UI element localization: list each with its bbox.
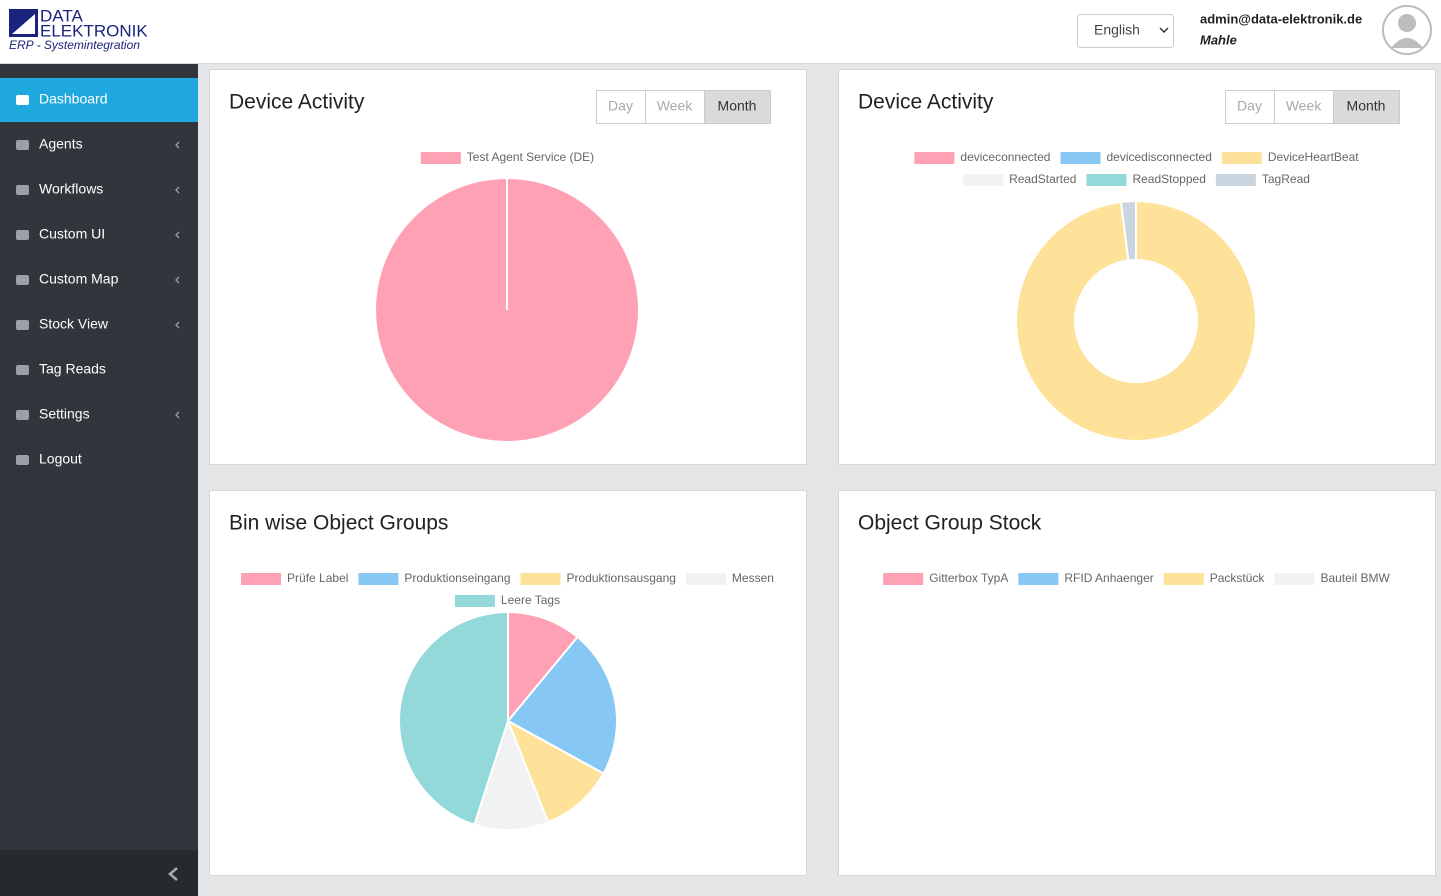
card-title: Object Group Stock bbox=[858, 512, 1042, 535]
pie-slice bbox=[506, 635, 618, 775]
legend-swatch bbox=[1060, 152, 1101, 164]
nav-chevron bbox=[175, 231, 180, 239]
nav-label[interactable]: Stock View bbox=[39, 316, 109, 332]
pie-slice bbox=[374, 176, 640, 444]
collapse-button[interactable] bbox=[168, 867, 178, 881]
logo-tagline: ERP - Systemintegration bbox=[9, 38, 140, 52]
sidebar bbox=[0, 64, 198, 896]
range-label: Week bbox=[1286, 98, 1323, 114]
nav-icon bbox=[16, 410, 29, 420]
legend-label: deviceconnected bbox=[960, 150, 1050, 164]
legend-label: DeviceHeartBeat bbox=[1268, 150, 1359, 164]
nav-label[interactable]: Custom UI bbox=[39, 226, 105, 242]
pie-slice bbox=[1119, 199, 1137, 262]
avatar-head bbox=[1398, 14, 1416, 32]
legend-label: TagRead bbox=[1262, 172, 1310, 186]
legend-swatch bbox=[454, 595, 495, 607]
language-select[interactable] bbox=[1077, 14, 1174, 48]
user-company: Mahle bbox=[1200, 32, 1237, 47]
card-title: Device Activity bbox=[858, 91, 994, 114]
nav-chevron bbox=[175, 141, 180, 149]
select-caret bbox=[1159, 27, 1169, 34]
nav-label[interactable]: Agents bbox=[39, 136, 83, 152]
legend-swatch bbox=[883, 573, 924, 585]
nav-icon bbox=[16, 275, 29, 285]
legend-label: Produktionsausgang bbox=[567, 571, 676, 585]
nav-icon bbox=[16, 230, 29, 240]
range-label: Day bbox=[1237, 98, 1262, 114]
user-email: admin@data-elektronik.de bbox=[1200, 11, 1362, 26]
legend-label: Prüfe Label bbox=[287, 571, 348, 585]
legend-label: Produktionseingang bbox=[404, 571, 510, 585]
nav-icon bbox=[16, 185, 29, 195]
legend-swatch bbox=[1215, 174, 1256, 186]
legend-label: Bauteil BMW bbox=[1320, 571, 1390, 585]
logo-line2: ELEKTRONIK bbox=[40, 21, 148, 40]
sidebar-footer bbox=[0, 850, 198, 896]
range-label: Day bbox=[608, 98, 633, 114]
range-label: Month bbox=[1347, 98, 1386, 114]
range-button[interactable] bbox=[645, 90, 705, 124]
legend-label: Messen bbox=[732, 571, 774, 585]
card-title: Bin wise Object Groups bbox=[229, 512, 448, 535]
nav-icon bbox=[16, 365, 29, 375]
range-button[interactable] bbox=[1333, 90, 1400, 124]
range-button[interactable] bbox=[704, 90, 771, 124]
pie-slice bbox=[507, 610, 579, 724]
legend-label: RFID Anhaenger bbox=[1064, 571, 1153, 585]
legend-swatch bbox=[1274, 573, 1315, 585]
legend-label: devicedisconnected bbox=[1106, 150, 1211, 164]
pie-slice bbox=[473, 718, 550, 831]
nav-label[interactable]: Workflows bbox=[39, 181, 103, 197]
logo-line1: DATA bbox=[40, 6, 83, 25]
logo-mark-cut bbox=[12, 14, 35, 34]
range-button[interactable] bbox=[1274, 90, 1334, 124]
range-label: Month bbox=[718, 98, 757, 114]
nav-icon bbox=[16, 140, 29, 150]
legend-swatch bbox=[241, 573, 282, 585]
legend-swatch bbox=[358, 573, 399, 585]
range-label: Week bbox=[657, 98, 694, 114]
legend-swatch bbox=[1018, 573, 1059, 585]
nav-active bbox=[0, 78, 198, 122]
legend-swatch bbox=[420, 152, 461, 164]
legend-label: ReadStarted bbox=[1009, 172, 1076, 186]
nav-icon bbox=[16, 455, 29, 465]
legend-label: Gitterbox TypA bbox=[929, 571, 1008, 585]
nav-chevron bbox=[175, 411, 180, 419]
language-label: English bbox=[1094, 22, 1140, 38]
legend-swatch bbox=[963, 174, 1004, 186]
legend-swatch bbox=[1221, 152, 1262, 164]
legend-swatch bbox=[1163, 573, 1204, 585]
legend-label: ReadStopped bbox=[1132, 172, 1205, 186]
nav-label[interactable]: Custom Map bbox=[39, 271, 119, 287]
legend-swatch bbox=[914, 152, 955, 164]
nav-chevron bbox=[175, 186, 180, 194]
nav-label[interactable]: Logout bbox=[39, 451, 82, 467]
card bbox=[838, 490, 1436, 876]
nav-icon bbox=[16, 95, 29, 105]
nav-chevron bbox=[175, 321, 180, 329]
nav-label[interactable]: Tag Reads bbox=[39, 361, 106, 377]
card-title: Device Activity bbox=[229, 91, 365, 114]
nav-chevron bbox=[175, 276, 180, 284]
legend-label: Test Agent Service (DE) bbox=[467, 150, 594, 164]
avatar-body bbox=[1391, 38, 1423, 48]
pie-slice bbox=[398, 610, 509, 826]
legend-label: Packstück bbox=[1210, 571, 1266, 585]
legend-label: Leere Tags bbox=[501, 593, 560, 607]
header bbox=[0, 0, 1441, 63]
nav-icon bbox=[16, 320, 29, 330]
legend-swatch bbox=[685, 573, 726, 585]
pie-slice bbox=[506, 718, 605, 824]
range-button[interactable] bbox=[1225, 90, 1275, 124]
range-button[interactable] bbox=[596, 90, 646, 124]
nav-label[interactable]: Dashboard bbox=[39, 91, 108, 107]
legend-swatch bbox=[520, 573, 561, 585]
pie-slice bbox=[1015, 199, 1257, 442]
legend-swatch bbox=[1086, 174, 1127, 186]
nav-label[interactable]: Settings bbox=[39, 406, 90, 422]
